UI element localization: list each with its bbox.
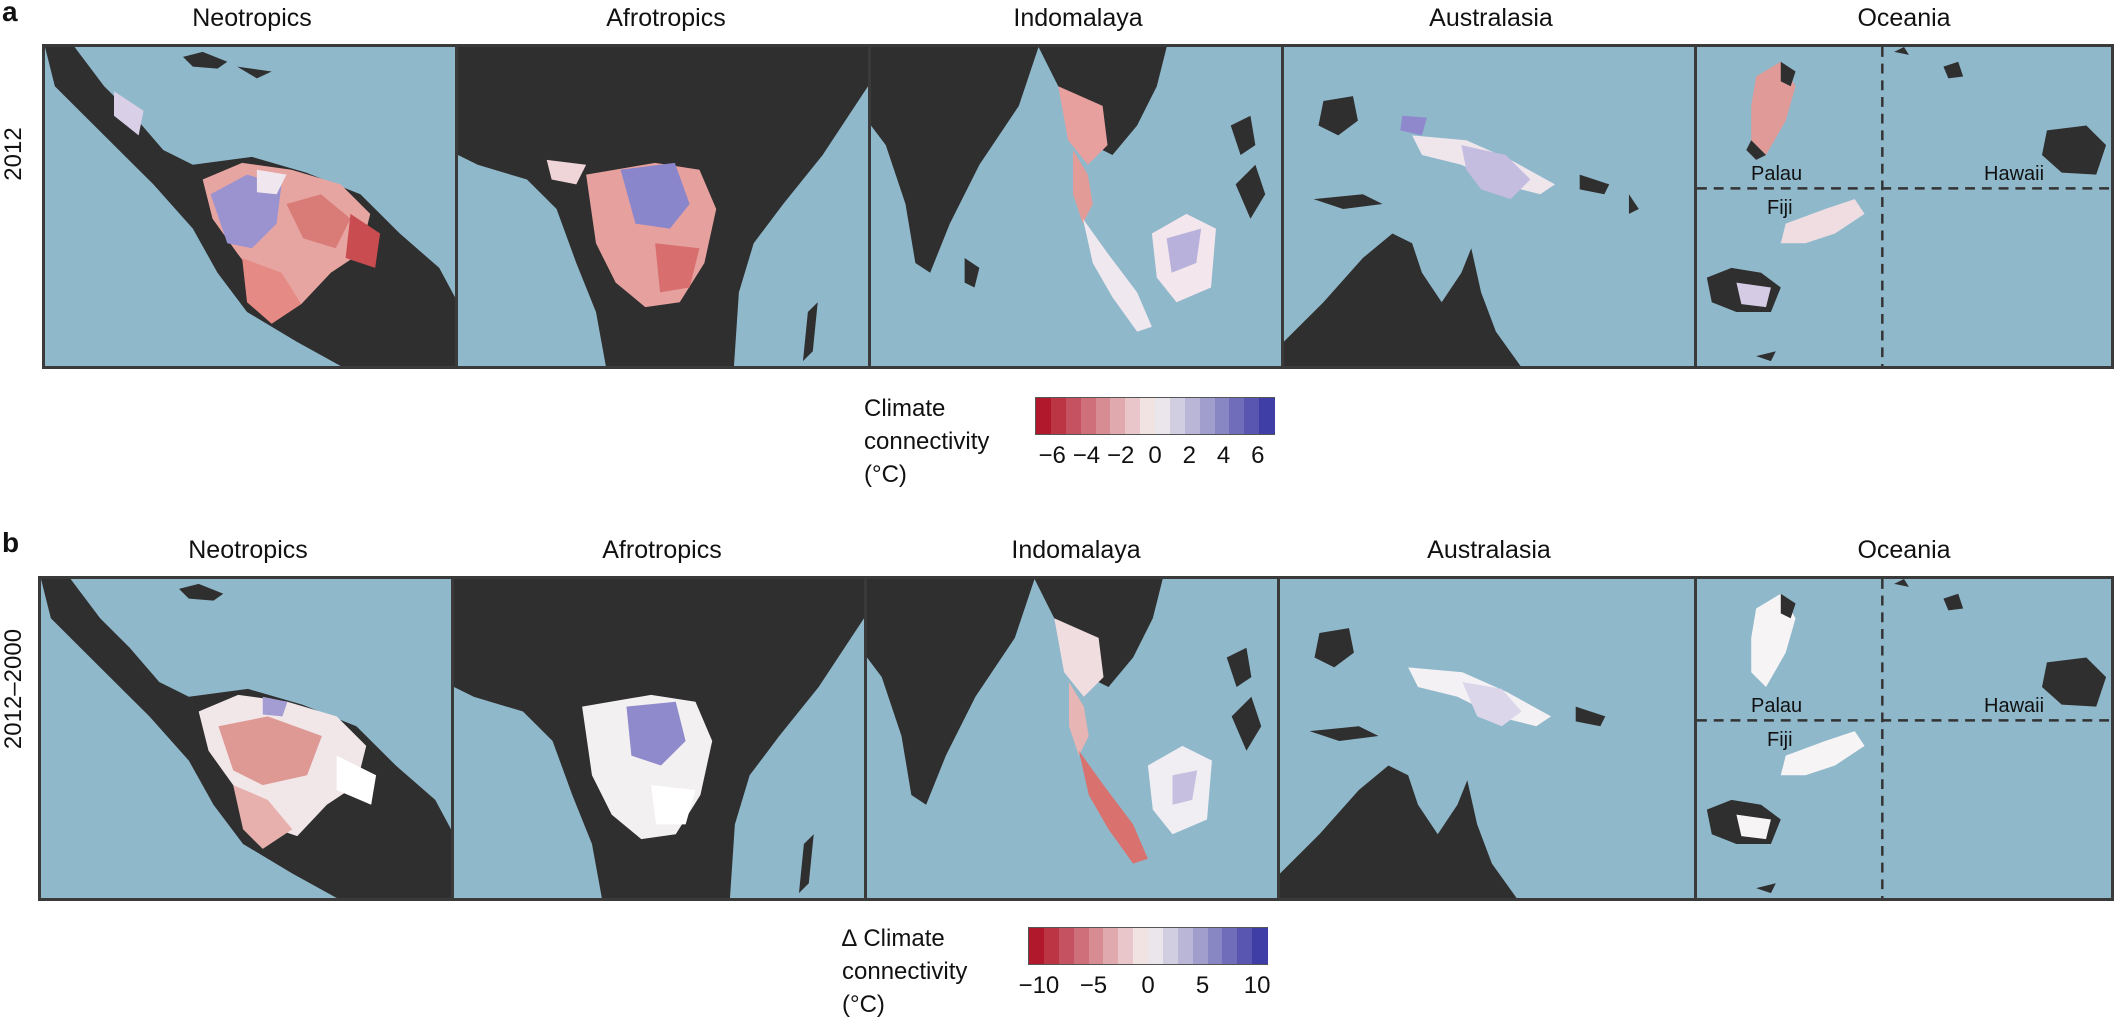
colorbar-tick-label: −4	[1072, 442, 1101, 469]
colorbar-tick-label: 10	[1243, 972, 1271, 999]
colorbar-step	[1088, 928, 1105, 964]
colorbar-tick-label: −6	[1038, 442, 1066, 469]
panel-a-map-australasia	[1281, 44, 1697, 369]
colorbar-step	[1214, 398, 1231, 434]
panel-b-title-oceania: Oceania	[1857, 536, 1951, 564]
colorbar-step	[1036, 398, 1052, 434]
fiji-label: Fiji	[1767, 729, 1793, 751]
panel-b-map-oceania: Palau Hawaii Fiji	[1694, 576, 2114, 901]
panel-a-colorbar-title: Climate connectivity (°C)	[864, 395, 990, 488]
colorbar-step	[1095, 398, 1112, 434]
colorbar-tick-label: 6	[1251, 442, 1265, 469]
colorbar-step	[1080, 398, 1097, 434]
colorbar-step	[1118, 928, 1134, 964]
panel-b-map-indomalaya	[864, 576, 1280, 901]
panel-a-map-indomalaya	[868, 44, 1284, 369]
colorbar-tick-label: 0	[1148, 442, 1162, 469]
colorbar-step	[1058, 928, 1075, 964]
panel-b-title-australasia: Australasia	[1427, 536, 1551, 564]
panel-b-title-indomalaya: Indomalaya	[1011, 536, 1141, 564]
colorbar-step	[1237, 928, 1253, 964]
colorbar-step	[1029, 928, 1045, 964]
colorbar-tick-label: −2	[1107, 442, 1135, 469]
panel-b-row-label: 2012–2000	[0, 628, 27, 750]
panel-b-colorbar-title: ∆ Climate connectivity (°C)	[842, 925, 968, 1018]
colorbar-tick-label: 0	[1141, 972, 1155, 999]
colorbar-step	[1169, 398, 1186, 434]
colorbar-step	[1103, 928, 1119, 964]
colorbar-step	[1162, 928, 1179, 964]
colorbar-step	[1184, 398, 1201, 434]
panel-b-colorbar-ticks: −10 −5 0 5 10	[1019, 972, 1271, 1002]
panel-a-colorbar	[1035, 397, 1275, 435]
colorbar-step	[1140, 398, 1156, 434]
colorbar-step	[1125, 398, 1141, 434]
panel-b-title-neotropics: Neotropics	[188, 536, 308, 564]
colorbar-step	[1155, 398, 1171, 434]
colorbar-step	[1065, 398, 1082, 434]
panel-a-map-afrotropics	[455, 44, 871, 369]
panel-a-title-afrotropics: Afrotropics	[606, 4, 726, 32]
colorbar-step	[1133, 928, 1149, 964]
panel-a-title-indomalaya: Indomalaya	[1013, 4, 1143, 32]
colorbar-tick-label: 4	[1216, 442, 1231, 469]
colorbar-step	[1177, 928, 1194, 964]
panel-a-title-australasia: Australasia	[1429, 4, 1553, 32]
colorbar-step	[1050, 398, 1067, 434]
panel-a-letter: a	[2, 0, 18, 27]
colorbar-step	[1192, 928, 1209, 964]
colorbar-step	[1252, 928, 1268, 964]
palau-label: Palau	[1751, 695, 1803, 717]
colorbar-step	[1222, 928, 1238, 964]
panel-b-map-australasia	[1277, 576, 1697, 901]
panel-b-map-afrotropics	[451, 576, 867, 901]
colorbar-tick-label: −10	[1018, 972, 1060, 999]
colorbar-step	[1148, 928, 1164, 964]
panel-a-row-label: 2012	[0, 127, 27, 181]
colorbar-step	[1043, 928, 1060, 964]
colorbar-tick-label: −5	[1079, 972, 1108, 999]
colorbar-step	[1110, 398, 1126, 434]
colorbar-step	[1259, 398, 1275, 434]
hawaii-label: Hawaii	[1984, 695, 2045, 717]
panel-a-colorbar-ticks: −6 −4 −2 0 2 4 6	[1035, 442, 1275, 472]
colorbar-step	[1244, 398, 1260, 434]
palau-label: Palau	[1751, 163, 1803, 185]
colorbar-tick-label: 2	[1182, 442, 1196, 469]
colorbar-step	[1207, 928, 1224, 964]
colorbar-step	[1073, 928, 1090, 964]
panel-b-map-neotropics	[38, 576, 454, 901]
colorbar-tick-label: 5	[1195, 972, 1210, 999]
hawaii-label: Hawaii	[1984, 163, 2045, 185]
panel-a-title-oceania: Oceania	[1857, 4, 1951, 32]
panel-a-title-neotropics: Neotropics	[192, 4, 312, 32]
panel-b-colorbar	[1028, 927, 1268, 965]
panel-b-title-afrotropics: Afrotropics	[602, 536, 722, 564]
panel-b-letter: b	[2, 527, 20, 558]
panel-a-map-neotropics	[42, 44, 458, 369]
panel-a-map-oceania: Palau Hawaii Fiji	[1694, 44, 2114, 369]
colorbar-step	[1229, 398, 1245, 434]
fiji-label: Fiji	[1767, 197, 1793, 219]
colorbar-step	[1199, 398, 1216, 434]
